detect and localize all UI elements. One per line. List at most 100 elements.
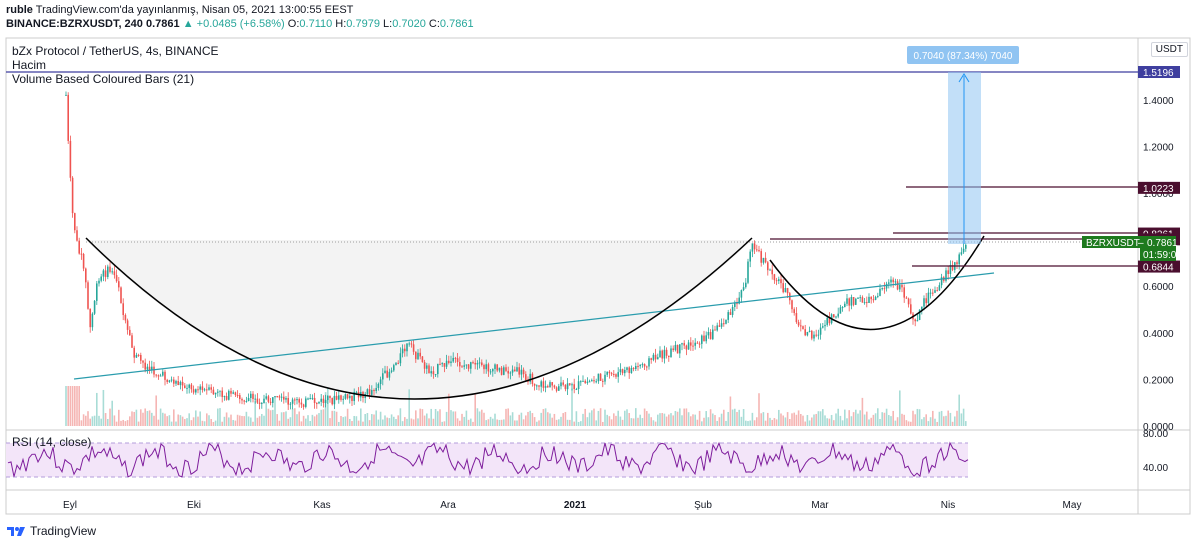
volume-bar	[107, 418, 109, 426]
cup-curve[interactable]	[85, 237, 753, 400]
volume-bar	[921, 419, 923, 426]
ticker-name: BZRXUSDT	[1086, 238, 1140, 249]
l-label: L:	[383, 18, 393, 30]
volume-bar	[518, 414, 520, 426]
volume-bar	[520, 412, 523, 426]
volume-bars	[65, 386, 967, 426]
volume-bar	[181, 416, 184, 426]
candle-body	[780, 279, 782, 284]
candle-body	[489, 371, 492, 373]
candle-body	[562, 382, 564, 385]
volume-bar	[668, 414, 670, 426]
candle-body	[657, 357, 659, 360]
measure-label: 0.7040 (87.34%) 7040	[914, 51, 1013, 62]
candle-body	[756, 249, 758, 251]
volume-bar	[760, 413, 762, 426]
volume-bar	[190, 420, 193, 426]
candle-body	[595, 381, 597, 383]
volume-bar	[747, 421, 749, 426]
candle-body	[782, 283, 784, 293]
volume-bar	[692, 414, 694, 426]
candle-body	[591, 380, 593, 382]
candle-body	[896, 281, 899, 290]
volume-bar	[584, 408, 586, 426]
trend-line[interactable]	[73, 272, 995, 380]
volume-bar	[146, 410, 149, 426]
candle-body	[500, 367, 503, 375]
candle-body	[140, 354, 142, 361]
candle-body	[542, 381, 545, 388]
volume-bar	[558, 419, 560, 426]
volume-bar	[888, 415, 890, 426]
volume-bar	[100, 418, 102, 426]
candle-body	[98, 280, 100, 284]
volume-bar	[265, 401, 267, 426]
volume-bar	[815, 413, 817, 426]
candle-body	[522, 369, 525, 375]
candle-body	[474, 362, 476, 365]
volume-bar	[929, 417, 932, 426]
candle-body	[401, 348, 404, 354]
volume-bar	[241, 415, 243, 426]
volume-bar	[91, 416, 94, 426]
volume-bar	[254, 400, 256, 426]
candle-body	[236, 395, 239, 397]
candle-body	[289, 403, 292, 405]
candle-body	[428, 365, 430, 374]
volume-bar	[225, 412, 228, 426]
candle-body	[723, 323, 725, 325]
volume-bar	[962, 408, 965, 426]
volume-bar	[586, 417, 589, 426]
volume-bar	[894, 420, 897, 426]
candle-body	[720, 323, 723, 327]
currency-button[interactable]: USDT	[1150, 42, 1188, 57]
volume-bar	[551, 417, 553, 426]
volume-bar	[564, 411, 567, 426]
candle-body	[386, 370, 388, 378]
candle-body	[901, 285, 903, 288]
volume-bar	[448, 393, 450, 426]
candle-body	[852, 297, 855, 305]
time-tick: Ara	[440, 500, 456, 511]
candle-body	[384, 370, 386, 374]
candle-body	[701, 335, 703, 344]
candle-body	[445, 360, 448, 367]
volume-bar	[426, 413, 428, 426]
volume-bar	[366, 413, 369, 426]
volume-bar	[388, 418, 391, 426]
candle-body	[599, 373, 602, 381]
volume-bar	[252, 421, 254, 426]
candle-body	[936, 290, 938, 292]
handle-curve[interactable]	[769, 235, 985, 331]
volume-bar	[716, 420, 718, 426]
volume-bar	[877, 408, 879, 426]
volume-bar	[641, 418, 644, 426]
volume-bar	[188, 413, 190, 426]
volume-bar	[826, 418, 828, 426]
candle-body	[230, 390, 232, 394]
volume-bar	[703, 417, 705, 426]
candle-body	[877, 295, 879, 297]
volume-bar	[505, 408, 507, 426]
volume-bar	[514, 420, 516, 426]
close-value: 0.7861	[439, 18, 474, 30]
volume-bar	[375, 410, 377, 426]
candle-body	[450, 361, 452, 363]
volume-bar	[313, 416, 316, 426]
volume-bar	[674, 410, 677, 426]
volume-bar	[643, 408, 646, 426]
volume-bar	[786, 412, 789, 426]
volume-bar	[329, 418, 331, 426]
volume-bar	[234, 420, 237, 426]
candle-body	[615, 374, 617, 377]
candle-body	[111, 271, 113, 273]
volume-bar	[531, 413, 534, 426]
candle-body	[668, 355, 670, 358]
volume-bar	[256, 417, 259, 426]
candle-body	[839, 307, 842, 314]
candle-body	[709, 332, 712, 340]
footer: TradingView	[6, 524, 96, 538]
volume-bar	[676, 411, 679, 426]
candle-body	[115, 275, 118, 282]
